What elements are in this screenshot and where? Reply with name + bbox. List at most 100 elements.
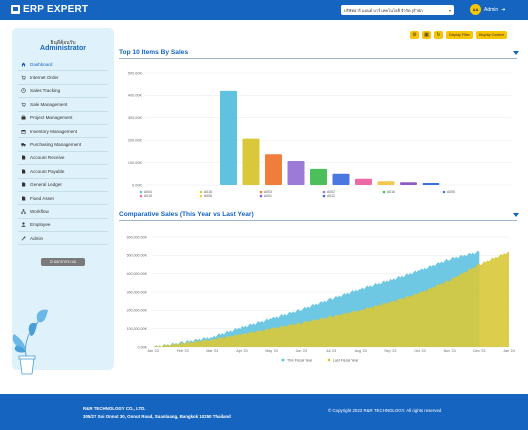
- user-icon: [21, 222, 26, 228]
- briefcase-icon: [21, 115, 26, 120]
- y-tick-label: 300.00K: [128, 116, 143, 120]
- legend-label: A004: [144, 190, 152, 194]
- sidebar-item-fixed-asset[interactable]: Fixed Asset: [18, 192, 108, 206]
- x-tick-label: Nov '23: [444, 349, 456, 353]
- legend-swatch: [199, 194, 203, 198]
- truck-icon: [21, 142, 26, 147]
- sidebar-item-label: Inventory Management: [30, 128, 77, 134]
- collapse-triangle-icon[interactable]: [513, 213, 519, 217]
- bar-A004[interactable]: [220, 90, 237, 185]
- y-tick-label: 100.00K: [128, 161, 143, 165]
- legend-swatch: [327, 358, 331, 362]
- bar-A006[interactable]: [377, 181, 395, 185]
- legend-label: This Fiscal Year: [287, 358, 313, 362]
- y-tick-label: 300,000.00K: [127, 290, 148, 294]
- sidebar-item-label: Sales Tracking: [30, 88, 61, 94]
- x-tick-label: Aug '23: [355, 349, 367, 353]
- footer-company-name: R&R TECHNOLOGY CO., LTD.: [83, 406, 146, 411]
- y-tick-label: 0.00K: [138, 345, 148, 349]
- logout-button[interactable]: ⎋ ออกจากระบบ: [41, 258, 85, 266]
- bar-A001[interactable]: [400, 182, 417, 185]
- footer-address: 305/27 Soi Onnut 30, Onnut Road, Suanlua…: [83, 413, 231, 419]
- y-tick-label: 500,000.00K: [127, 254, 148, 258]
- sidebar-item-sales-tracking[interactable]: Sales Tracking: [18, 85, 108, 99]
- sidebar-item-label: Project Management: [30, 115, 73, 121]
- x-tick-label: Jan '23: [147, 349, 158, 353]
- box-icon: [21, 129, 26, 134]
- welcome-text: ยินดีต้อนรับ: [50, 40, 76, 46]
- sidebar-item-label: Workflow: [30, 208, 49, 214]
- sidebar-item-inventory-management[interactable]: Inventory Management: [18, 125, 108, 139]
- sidebar-item-label: Purchasing Management: [30, 142, 82, 148]
- legend-label: A005: [447, 190, 455, 194]
- y-tick-label: 500.00K: [128, 71, 143, 75]
- sidebar-item-label: Dashboard: [30, 61, 53, 67]
- calendar-icon[interactable]: ▦: [422, 31, 431, 39]
- top-bar: ERP EXPERT บริษัทอาร์ แอนด์ บาร์ เทคโนโล…: [0, 0, 528, 20]
- sidebar-item-label: Fixed Asset: [30, 195, 54, 201]
- x-tick-label: Dec '23: [473, 349, 485, 353]
- sidebar-item-project-management[interactable]: Project Management: [18, 112, 108, 125]
- settings-icon[interactable]: ⚙: [410, 31, 419, 39]
- file-icon: [21, 196, 26, 201]
- legend-swatch: [442, 190, 446, 194]
- y-tick-label: 200.00K: [128, 139, 143, 143]
- footer-company: R&R TECHNOLOGY CO., LTD. 305/27 Soi Onnu…: [83, 405, 231, 421]
- user-menu[interactable]: AA Admin ➜: [470, 4, 505, 15]
- sidebar-item-general-ledger[interactable]: General Ledger: [18, 179, 108, 192]
- sidebar-item-account-payable[interactable]: Account Payable: [18, 165, 108, 179]
- company-select-value: บริษัทอาร์ แอนด์ บาร์ เทคโนโลยี จำกัด (ส…: [344, 7, 423, 13]
- sitemap-icon: [21, 209, 26, 214]
- sidebar-item-internet-order[interactable]: Internet Order: [18, 71, 108, 85]
- plant-illustration: [12, 309, 48, 375]
- bar-A018[interactable]: [242, 138, 260, 185]
- file-icon: [21, 155, 26, 160]
- sidebar-item-label: Account Payable: [30, 168, 65, 174]
- footer-copyright: © Copyright 2023 R&R TECHNOLOGY. All rig…: [328, 408, 442, 413]
- sidebar-item-workflow[interactable]: Workflow: [18, 205, 108, 219]
- top-sales-chart: 500.00K 400.00K 300.00K 200.00K 100.00K 0.00K…: [128, 71, 511, 198]
- x-tick-label: Jun '23: [296, 349, 307, 353]
- collapse-triangle-icon[interactable]: [513, 51, 519, 55]
- x-tick-label: Feb '23: [177, 349, 189, 353]
- legend-label: A016: [387, 190, 395, 194]
- display-filter-button[interactable]: Display Filter: [446, 31, 473, 39]
- sidebar-item-admin[interactable]: Admin: [18, 232, 108, 246]
- sidebar-item-label: Admin: [30, 235, 44, 241]
- brand[interactable]: ERP EXPERT: [11, 4, 88, 15]
- bar-A005[interactable]: [332, 173, 350, 185]
- legend-label: A019: [144, 194, 152, 198]
- display-content-button[interactable]: Display Content: [475, 31, 508, 39]
- legend-swatch: [382, 190, 386, 194]
- x-tick-label: Apr '23: [236, 349, 247, 353]
- cart-icon: [21, 75, 26, 80]
- refresh-icon[interactable]: ↻: [434, 31, 443, 39]
- bar-A003[interactable]: [265, 154, 282, 185]
- sidebar-item-employee[interactable]: Employee: [18, 219, 108, 233]
- home-icon: [21, 62, 26, 67]
- x-tick-label: Jul '23: [326, 349, 336, 353]
- x-tick-label: Mar '23: [206, 349, 218, 353]
- legend-label: A002: [327, 190, 335, 194]
- x-tick-label: May '23: [265, 349, 277, 353]
- file-icon: [21, 169, 26, 174]
- sidebar-user-name: Administrator: [40, 45, 86, 52]
- x-tick-label: Jan '24: [503, 349, 514, 353]
- brand-logo-icon: [11, 5, 20, 14]
- company-select[interactable]: บริษัทอาร์ แอนด์ บาร์ เทคโนโลยี จำกัด (ส…: [341, 5, 454, 15]
- area-series-last-fiscal-year[interactable]: [153, 251, 509, 347]
- sidebar-item-purchasing-management[interactable]: Purchasing Management: [18, 138, 108, 152]
- bar-A012[interactable]: [422, 182, 440, 185]
- divider: [119, 220, 517, 221]
- logout-icon: ⎋: [49, 260, 53, 264]
- bar-A019[interactable]: [355, 178, 372, 185]
- legend-swatch: [281, 358, 285, 362]
- legend-label: A012: [327, 194, 335, 198]
- bar-A016[interactable]: [310, 168, 327, 185]
- chevron-down-icon: ▾: [448, 7, 451, 13]
- sidebar-item-sale-management[interactable]: Sale Management: [18, 98, 108, 112]
- sidebar-item-dashboard[interactable]: Dashboard: [18, 58, 108, 72]
- sidebar-item-account-receive[interactable]: Account Receive: [18, 152, 108, 166]
- bar-A002[interactable]: [287, 161, 305, 185]
- legend-swatch: [322, 190, 326, 194]
